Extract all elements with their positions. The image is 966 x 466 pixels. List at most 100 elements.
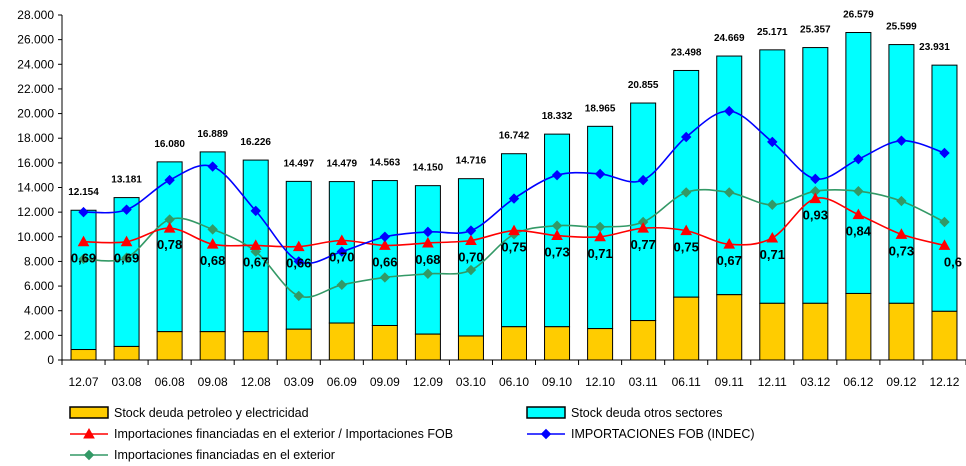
total-label: 26.579 <box>843 10 874 21</box>
importaciones-financiadas-point <box>207 224 218 235</box>
importaciones-fob-point <box>250 205 261 217</box>
importaciones-financiadas-point <box>336 279 348 291</box>
x-tick-label: 06.11 <box>672 375 701 389</box>
y-tick-label: 26.000 <box>17 33 54 47</box>
importaciones-financiadas-point <box>78 253 89 265</box>
legend-petroleo-swatch <box>69 406 109 419</box>
bar-otros-sectores <box>716 55 743 296</box>
total-label: 18.965 <box>585 103 616 114</box>
ratio-importaciones-point <box>594 230 606 242</box>
total-label: 12.154 <box>68 187 99 198</box>
x-tick-label: 12.11 <box>758 375 787 389</box>
importaciones-fob-point <box>207 161 218 172</box>
x-tick-label: 12.10 <box>585 375 615 389</box>
ratio-importaciones-point <box>637 222 649 233</box>
x-tick-label: 03.08 <box>112 375 142 389</box>
total-label: 18.332 <box>542 111 573 122</box>
ratio-importaciones-point <box>723 238 736 249</box>
x-tick-label: 03.12 <box>800 375 830 389</box>
importaciones-financiadas-point <box>422 268 434 279</box>
importaciones-financiadas-point <box>121 252 132 263</box>
x-tick-label: 06.08 <box>155 375 185 389</box>
x-tick-label: 03.10 <box>456 375 486 389</box>
total-label: 24.669 <box>714 33 745 44</box>
ratio-importaciones-point <box>809 192 822 204</box>
importaciones-fob-point <box>594 168 606 180</box>
legend-otros-label: Stock deuda otros sectores <box>571 406 722 420</box>
importaciones-fob-point <box>121 204 132 215</box>
legend-ratio-label: Importaciones financiadas en el exterior… <box>114 427 453 441</box>
bar-petroleo-electricidad <box>285 328 312 361</box>
y-tick-label: 16.000 <box>17 156 54 170</box>
ratio-label: 0,66 <box>372 254 397 269</box>
ratio-label: 0,67 <box>717 253 742 268</box>
y-tick-label: 12.000 <box>17 205 54 219</box>
bar-petroleo-electricidad <box>673 296 700 361</box>
ratio-importaciones-point <box>335 234 348 245</box>
ratio-label: 0,71 <box>587 246 612 261</box>
ratio-label: 0,70 <box>329 249 354 264</box>
bar-petroleo-electricidad <box>888 302 915 361</box>
bar-petroleo-electricidad <box>845 292 872 361</box>
importaciones-financiadas-point <box>939 216 950 228</box>
bar-otros-sectores <box>70 209 97 351</box>
total-label: 13.181 <box>111 175 142 186</box>
ratio-label: 0,73 <box>889 243 914 258</box>
ratio-importaciones-point <box>895 228 908 239</box>
importaciones-financiadas-point <box>465 264 477 276</box>
legend-financiadas-swatch-marker <box>83 449 95 461</box>
legend-financiadas-label: Importaciones financiadas en el exterior <box>114 448 335 462</box>
total-label: 16.080 <box>154 139 185 150</box>
legend-fob-swatch-marker <box>540 428 552 440</box>
bar-otros-sectores <box>113 197 140 347</box>
total-label: 14.150 <box>413 163 444 174</box>
x-tick-label: 12.07 <box>69 375 99 389</box>
importaciones-fob-point <box>293 256 304 267</box>
y-tick-label: 18.000 <box>17 131 54 145</box>
bar-petroleo-electricidad <box>199 331 226 361</box>
ratio-importaciones-point <box>422 236 434 248</box>
ratio-label: 0,66 <box>286 256 311 271</box>
y-tick-label: 4.000 <box>24 304 54 318</box>
ratio-label: 0,93 <box>803 208 828 223</box>
x-tick-label: 09.08 <box>198 375 228 389</box>
ratio-label: 0,75 <box>501 240 526 255</box>
ratio-label: 0,6 <box>944 254 962 269</box>
bar-otros-sectores <box>673 69 700 298</box>
bar-otros-sectores <box>630 102 657 322</box>
bar-petroleo-electricidad <box>716 294 743 361</box>
importaciones-fob-point <box>810 173 821 185</box>
total-label: 16.226 <box>240 137 271 148</box>
bar-petroleo-electricidad <box>630 320 657 361</box>
bar-petroleo-electricidad <box>156 331 183 361</box>
bar-petroleo-electricidad <box>759 302 786 361</box>
ratio-importaciones-point <box>465 234 477 245</box>
bar-otros-sectores <box>371 180 398 326</box>
x-tick-label: 09.10 <box>542 375 572 389</box>
ratio-importaciones-point <box>852 208 865 220</box>
bar-petroleo-electricidad <box>242 331 269 361</box>
ratio-label: 0,70 <box>458 249 483 264</box>
importaciones-fob-point <box>939 147 950 159</box>
total-label: 25.171 <box>757 27 788 38</box>
importaciones-fob-point <box>336 246 348 257</box>
x-tick-label: 12.12 <box>929 375 959 389</box>
y-tick-label: 10.000 <box>17 230 54 244</box>
ratio-label: 0,84 <box>846 224 872 239</box>
x-tick-label: 09.12 <box>886 375 916 389</box>
y-tick-label: 24.000 <box>17 57 54 71</box>
y-tick-label: 22.000 <box>17 82 54 96</box>
legend-otros-swatch <box>526 406 566 419</box>
bar-petroleo-electricidad <box>414 333 441 361</box>
ratio-label: 0,73 <box>544 245 569 260</box>
importaciones-financiadas-point <box>379 272 391 283</box>
ratio-importaciones-point <box>249 239 262 250</box>
importaciones-fob-point <box>724 105 735 117</box>
total-label: 20.855 <box>628 80 659 91</box>
y-tick-label: 8.000 <box>24 254 54 268</box>
ratio-importaciones-point <box>292 240 305 252</box>
ratio-importaciones-point <box>163 222 176 233</box>
ratio-label: 0,69 <box>71 251 96 266</box>
